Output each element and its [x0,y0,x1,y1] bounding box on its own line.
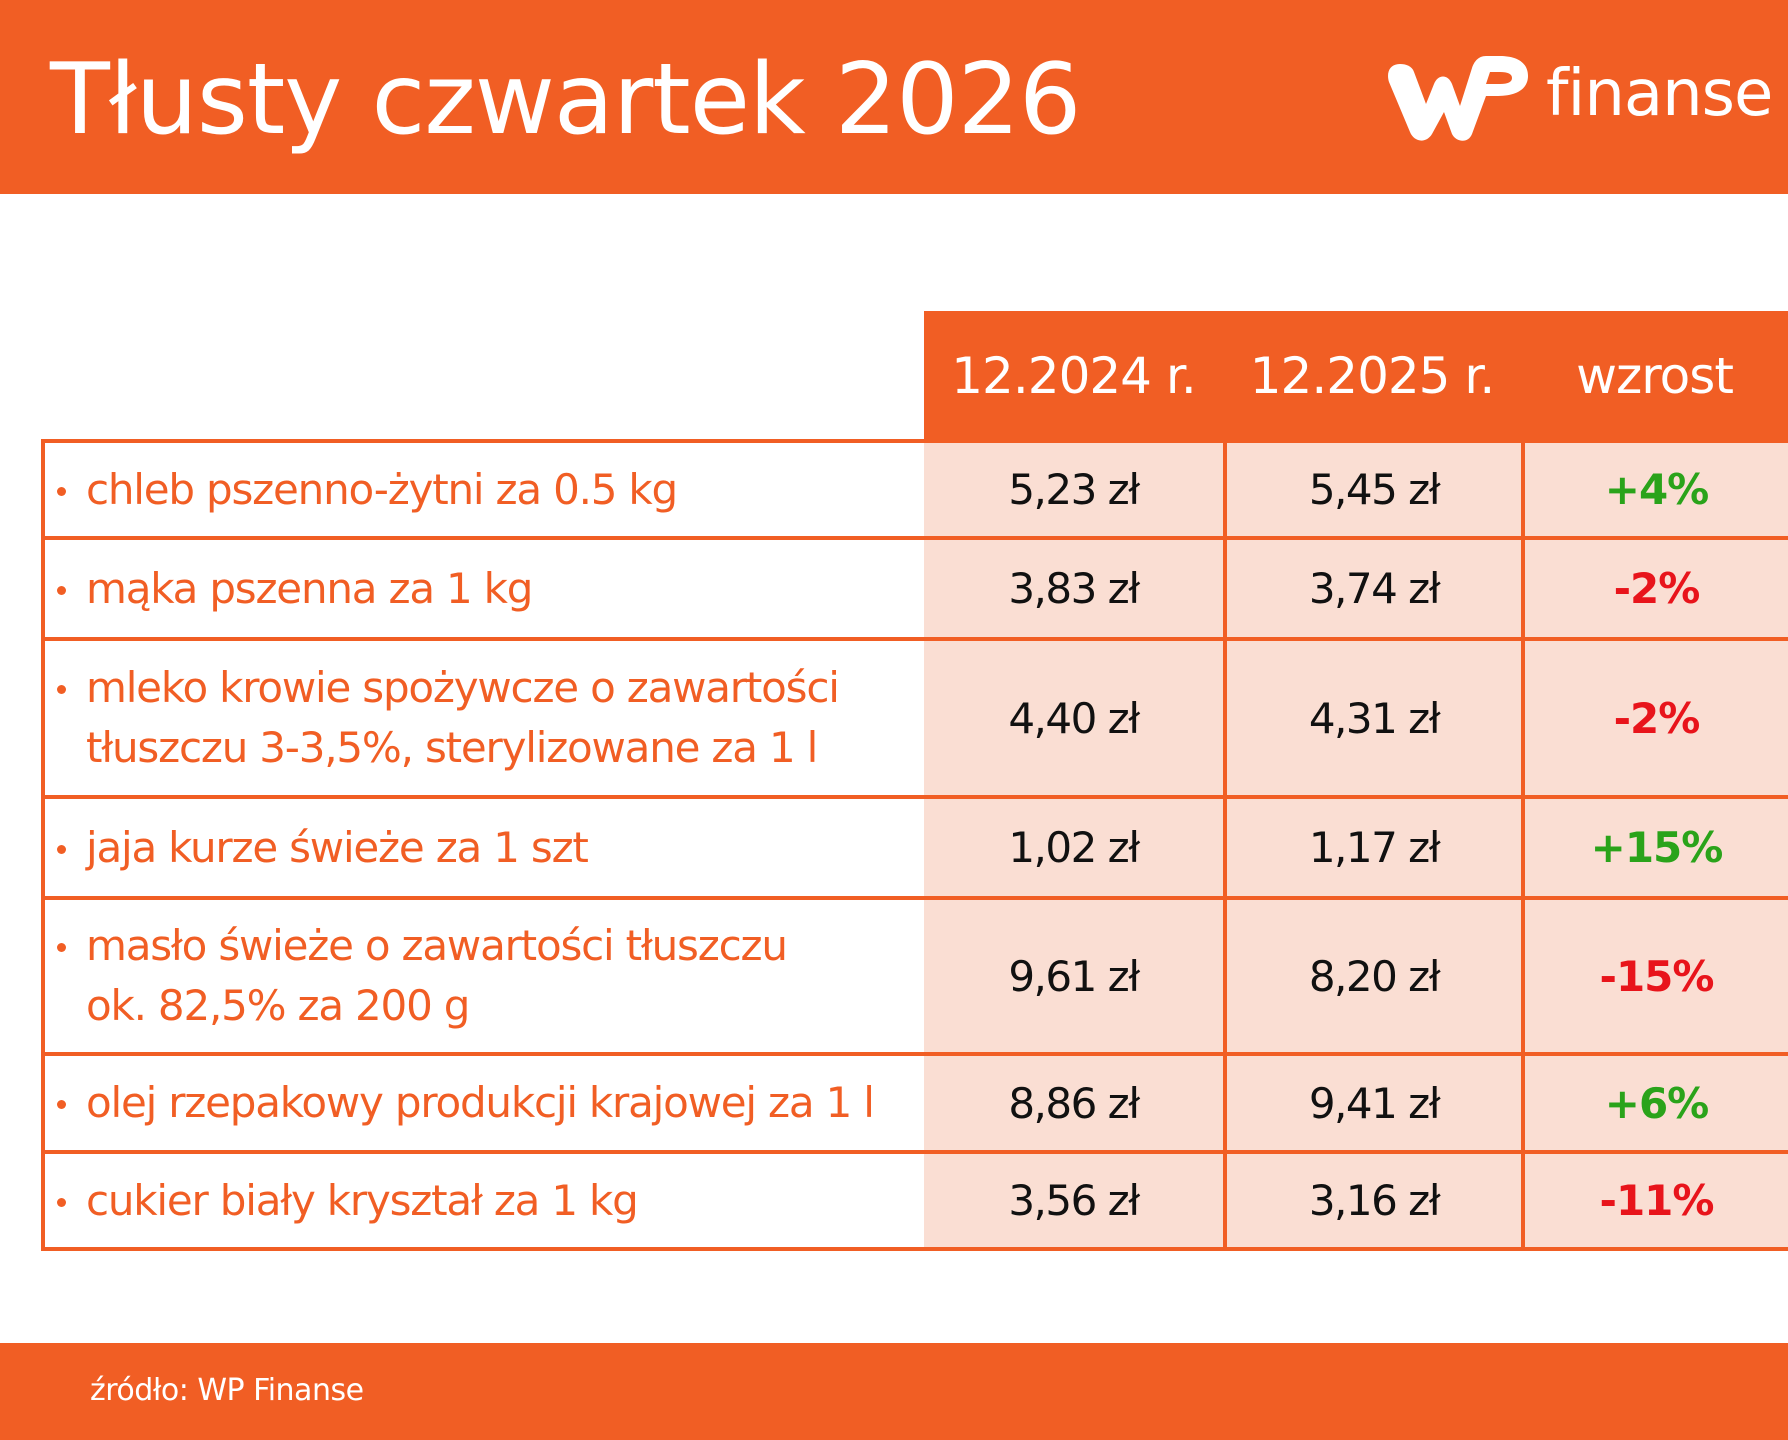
price-2024: 1,02 zł [1008,823,1140,872]
column-header-2024: 12.2024 r. [951,347,1197,405]
change-value: +15% [1590,823,1724,872]
price-2024: 5,23 zł [1008,465,1140,514]
source-note: źródło: WP Finanse [90,1373,364,1408]
price-2025: 5,45 zł [1308,465,1441,514]
table-header: 12.2024 r. 12.2025 r. wzrost [924,311,1788,442]
bullet-icon [57,844,66,854]
price-2025: 9,41 zł [1308,1078,1441,1128]
bullet-icon [57,486,66,496]
table-row: olej rzepakowy produkcji krajowej za 1 l… [41,1056,1788,1154]
price-2024: 8,86 zł [1008,1078,1140,1128]
change-value: -15% [1599,951,1715,1001]
table-row: jaja kurze świeże za 1 szt 1,02 zł 1,17 … [41,799,1788,900]
change-value: -2% [1613,693,1701,743]
change-value: +6% [1604,1078,1709,1128]
price-2024: 4,40 zł [1008,693,1140,743]
bullet-icon [57,943,66,952]
table-row: mąka pszenna za 1 kg 3,83 zł 3,74 zł -2% [41,540,1788,641]
product-name: masło świeże o zawartości tłuszczu ok. 8… [86,921,788,1030]
column-header-2025: 12.2025 r. [1249,347,1496,405]
price-2025: 3,74 zł [1308,564,1441,613]
wp-logo-icon [1388,56,1528,141]
footer-bar: źródło: WP Finanse [0,1343,1788,1440]
product-name: jaja kurze świeże za 1 szt [86,822,589,872]
column-header-change: wzrost [1576,347,1734,405]
bullet-icon [57,685,66,694]
bullet-icon [57,1100,66,1109]
table-row: mleko krowie spożywcze o zawartości tłus… [41,641,1788,799]
bullet-icon [57,1197,66,1207]
price-2025: 8,20 zł [1308,951,1441,1001]
product-name: mąka pszenna za 1 kg [86,563,533,613]
change-value: +4% [1604,465,1709,514]
product-name: cukier biały kryształ za 1 kg [86,1175,639,1225]
table-row: chleb pszenno-żytni za 0.5 kg 5,23 zł 5,… [41,439,1788,540]
price-2025: 4,31 zł [1308,693,1441,743]
table-row: cukier biały kryształ za 1 kg 3,56 zł 3,… [41,1154,1788,1251]
price-2025: 3,16 zł [1308,1176,1441,1225]
product-name: mleko krowie spożywcze o zawartości tłus… [86,663,840,772]
table-row: masło świeże o zawartości tłuszczu ok. 8… [41,900,1788,1056]
logo-text: finanse [1546,57,1773,131]
bullet-icon [57,585,66,595]
page-title: Tłusty czwartek 2026 [50,43,1081,157]
price-2024: 3,56 zł [1008,1176,1140,1225]
price-2024: 3,83 zł [1008,564,1140,613]
product-name: olej rzepakowy produkcji krajowej za 1 l [86,1078,875,1127]
change-value: -2% [1613,564,1701,613]
price-2024: 9,61 zł [1008,951,1140,1001]
wp-finanse-logo: finanse [1386,54,1773,144]
product-name: chleb pszenno-żytni za 0.5 kg [86,464,678,514]
price-2025: 1,17 zł [1308,823,1441,872]
change-value: -11% [1599,1176,1715,1225]
price-table: chleb pszenno-żytni za 0.5 kg 5,23 zł 5,… [41,439,1788,1251]
header-bar: Tłusty czwartek 2026 finanse [0,0,1788,194]
